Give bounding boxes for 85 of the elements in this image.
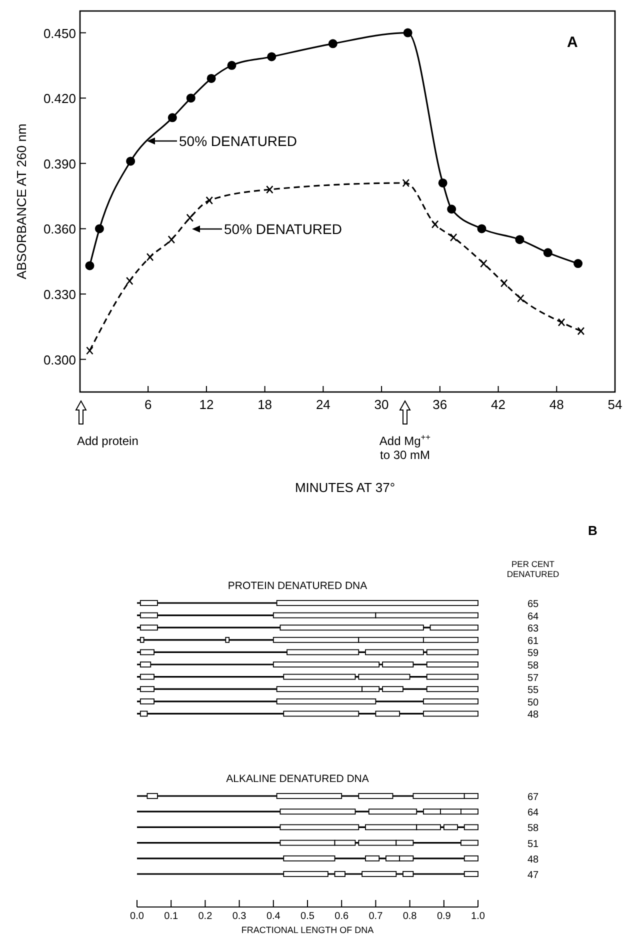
x-tick-label: 6	[144, 397, 152, 412]
point	[186, 214, 194, 222]
x-tick-label: 0.4	[266, 911, 281, 922]
annotation: 50% DENATURED	[179, 133, 297, 149]
y-tick-label: 64	[527, 611, 539, 622]
point	[206, 74, 216, 83]
point	[515, 235, 524, 244]
x-tick-label: 30	[374, 397, 389, 412]
point	[450, 233, 458, 242]
point	[558, 318, 566, 326]
point	[477, 224, 486, 234]
y-tick-label: 50	[527, 697, 539, 708]
y-tick-label: 0.420	[43, 91, 76, 106]
y-tick-label: 0.390	[43, 156, 76, 172]
x-axis-title: FRACTIONAL LENGTH OF DNA	[241, 925, 374, 935]
x-tick-label: 24	[316, 397, 330, 412]
x-tick-label: 12	[199, 397, 214, 412]
y-tick-label: 61	[527, 636, 539, 647]
point	[227, 60, 236, 70]
chart-title: ALKALINE DENATURED DNA	[226, 773, 369, 785]
y-axis-title: PER CENT DENATURED	[506, 559, 560, 579]
point	[168, 235, 176, 244]
x-tick-label: 0.9	[436, 911, 452, 922]
y-tick-label: 58	[527, 660, 539, 672]
x-tick-label: 36	[432, 397, 448, 412]
point	[126, 156, 136, 166]
point	[438, 178, 448, 188]
y-tick-label: 59	[527, 648, 539, 660]
point	[402, 178, 410, 188]
y-tick-label: 58	[527, 823, 539, 834]
y-tick-label: 64	[527, 808, 539, 819]
y-tick-label: 57	[527, 672, 539, 684]
x-tick-label: 48	[549, 397, 564, 412]
point	[447, 204, 456, 214]
y-tick-label: 0.300	[43, 352, 76, 368]
point	[500, 278, 508, 288]
x-axis-title: MINUTES AT 37°	[294, 480, 396, 495]
point	[516, 294, 524, 303]
x-tick-label: 0.6	[334, 911, 349, 922]
y-tick-label: 55	[527, 685, 539, 696]
x-tick-label: 42	[491, 397, 506, 412]
chart-title: PROTEIN DENATURED DNA	[228, 580, 368, 592]
x-tick-label: 0.7	[368, 911, 384, 922]
y-tick-label: 47	[527, 870, 539, 881]
text: B	[588, 523, 598, 538]
x-tick-label: 0.0	[130, 911, 144, 922]
text: Add Mg$^{++}$ to 30 mM	[379, 432, 431, 462]
y-tick-label: 48	[527, 710, 539, 721]
text: Add protein	[77, 434, 138, 448]
point	[186, 94, 196, 103]
point	[267, 52, 276, 62]
annotation: 50% DENATURED	[224, 221, 342, 237]
point	[206, 196, 214, 205]
x-tick-label: 1.0	[471, 911, 486, 922]
y-tick-label: 67	[527, 792, 539, 803]
y-tick-label: 0.360	[43, 222, 76, 237]
point	[168, 113, 177, 122]
point	[126, 276, 134, 286]
x-tick-label: 18	[258, 397, 272, 412]
x-tick-label: 0.3	[232, 911, 247, 922]
x-tick-label: 0.2	[198, 911, 213, 922]
point	[94, 224, 104, 234]
point	[403, 28, 412, 38]
point	[574, 259, 583, 268]
y-tick-label: 0.450	[43, 26, 76, 41]
y-tick-label: 0.330	[43, 287, 76, 302]
point	[86, 346, 94, 355]
y-tick-label: 63	[527, 624, 539, 635]
x-tick-label: 0.5	[300, 911, 315, 922]
point	[431, 220, 439, 229]
x-tick-label: 0.1	[164, 911, 178, 922]
y-tick-label: 51	[527, 838, 539, 850]
annotation: A	[567, 34, 578, 51]
point	[146, 252, 154, 262]
point	[85, 261, 94, 270]
point	[266, 185, 274, 194]
point	[543, 248, 552, 258]
x-tick-label: 54	[608, 397, 622, 412]
y-axis-title: ABSORBANCE AT 260 nm	[14, 124, 29, 280]
point	[328, 39, 338, 48]
y-tick-label: 65	[527, 599, 539, 610]
y-tick-label: 48	[527, 854, 539, 866]
x-tick-label: 0.8	[402, 911, 418, 922]
point	[480, 259, 488, 268]
point	[577, 326, 585, 336]
